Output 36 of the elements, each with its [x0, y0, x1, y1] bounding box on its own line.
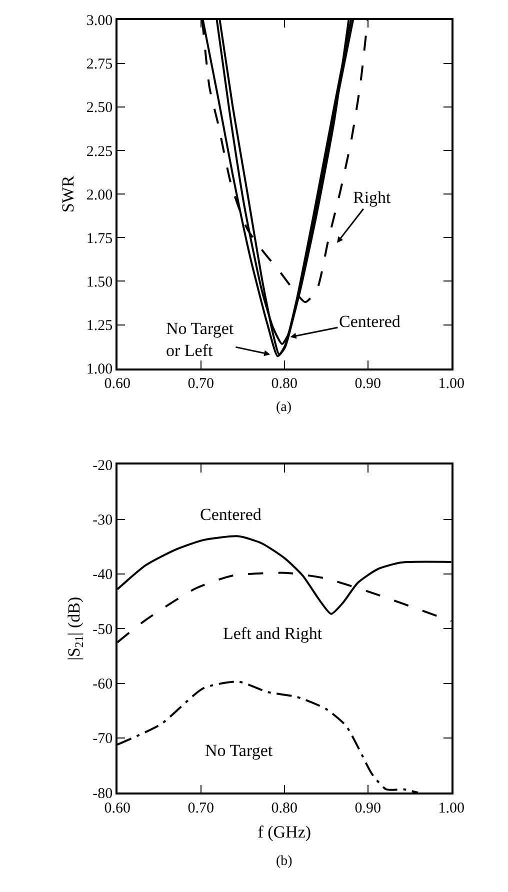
- annotation: Centered: [200, 505, 262, 524]
- y-tick-label: 2.00: [86, 187, 113, 204]
- text: (a): [276, 400, 292, 415]
- y-tick-label: -40: [92, 567, 113, 584]
- y-tick-label: -60: [92, 676, 113, 693]
- annotation: Right: [353, 188, 392, 207]
- y-tick-label: -20: [92, 458, 113, 474]
- x-axis-title: f (GHz): [258, 822, 312, 842]
- y-tick-label: 1.00: [86, 362, 113, 378]
- x-tick-label: 0.60: [104, 376, 130, 392]
- annotation: Left and Right: [223, 624, 322, 643]
- x-tick-label: 0.80: [271, 376, 298, 392]
- y-tick-label: 1.50: [86, 274, 113, 290]
- y-tick-label: 2.75: [86, 56, 113, 73]
- x-tick-label: 0.90: [354, 800, 381, 816]
- x-tick-label: 1.00: [438, 376, 464, 392]
- y-tick-label: 2.50: [86, 100, 113, 116]
- y-tick-label: -30: [92, 512, 113, 529]
- y-tick-label: 1.25: [86, 318, 113, 334]
- y-tick-label: -70: [92, 731, 113, 748]
- y-tick-label: -80: [92, 786, 113, 802]
- y-tick-label: 3.00: [86, 13, 113, 30]
- annotation: No Target: [205, 741, 273, 760]
- annotation: Centered: [339, 312, 401, 331]
- x-tick-label: 0.90: [354, 376, 381, 392]
- x-tick-label: 0.60: [104, 800, 130, 816]
- y-tick-label: 2.25: [86, 144, 113, 160]
- y-tick-label: 1.75: [86, 230, 113, 247]
- y-axis-title: SWR: [58, 175, 78, 213]
- x-tick-label: 0.70: [188, 800, 214, 816]
- x-tick-label: 1.00: [438, 800, 464, 816]
- x-tick-label: 0.70: [188, 376, 214, 392]
- text: (b): [276, 854, 293, 869]
- y-tick-label: -50: [92, 622, 113, 638]
- x-tick-label: 0.80: [271, 800, 298, 816]
- annotation: No Target or Left: [166, 319, 234, 360]
